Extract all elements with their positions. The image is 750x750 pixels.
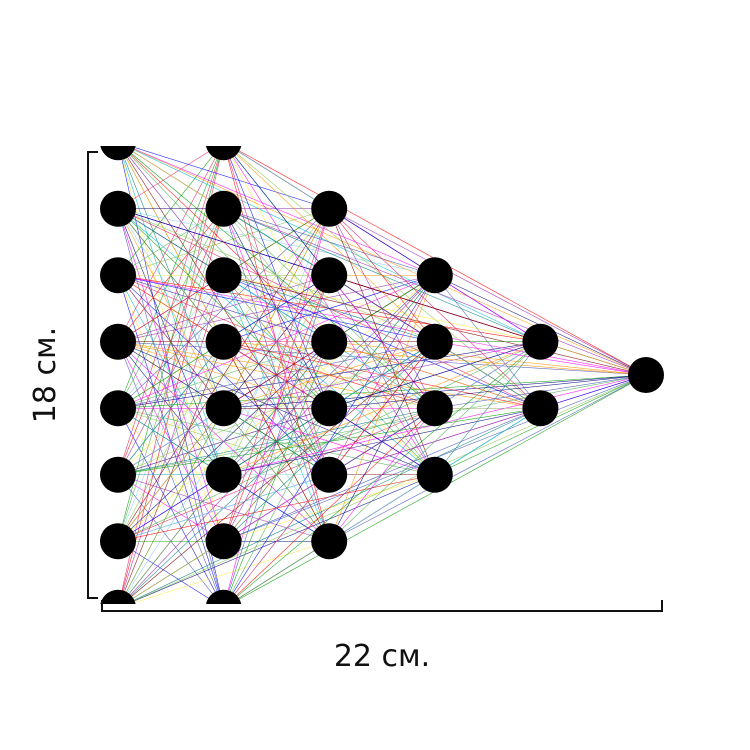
connection-line <box>434 341 541 409</box>
neuron-node <box>100 390 136 427</box>
connection-line <box>540 341 647 376</box>
connection-line <box>434 407 541 476</box>
neuron-node <box>205 390 242 427</box>
neuron-node <box>311 323 348 360</box>
neuron-node <box>205 589 242 604</box>
connection-line <box>128 540 330 604</box>
neuron-node <box>311 523 348 560</box>
neuron-node <box>522 390 559 427</box>
neuron-node <box>205 456 242 493</box>
neuron-node <box>416 257 453 294</box>
connection-line <box>540 374 647 409</box>
neuron-node <box>205 146 242 161</box>
height-dimension-bracket <box>87 151 98 599</box>
neuron-node <box>416 456 453 493</box>
neuron-node <box>628 357 664 393</box>
connection-lines <box>117 146 647 604</box>
connection-line <box>329 374 647 409</box>
neuron-node <box>311 390 348 427</box>
width-dimension-bracket <box>101 600 663 612</box>
connection-line <box>223 275 436 475</box>
neuron-node <box>100 456 136 493</box>
neuron-node <box>205 323 242 360</box>
connection-line <box>128 146 330 210</box>
connection-line <box>329 341 647 376</box>
connection-line <box>328 275 436 475</box>
height-dimension-label: 18 см. <box>28 327 63 423</box>
connection-line <box>329 208 647 376</box>
neuron-node <box>100 589 136 604</box>
neuron-node <box>522 323 559 360</box>
neuron-node <box>100 146 136 161</box>
connection-line <box>329 374 647 542</box>
connection-line <box>227 408 436 604</box>
connection-line <box>223 274 435 343</box>
neuron-node <box>205 257 242 294</box>
connection-line <box>434 274 541 343</box>
connection-line <box>328 408 436 542</box>
connection-line <box>225 275 436 604</box>
neuron-node <box>100 523 136 560</box>
neuron-node <box>100 323 136 360</box>
connection-line <box>223 208 435 276</box>
neuron-node <box>100 257 136 294</box>
neuron-node <box>205 523 242 560</box>
neuron-nodes <box>100 146 664 604</box>
neuron-node <box>416 390 453 427</box>
neuron-node <box>311 257 348 294</box>
connection-line <box>434 341 541 475</box>
neuron-node <box>311 456 348 493</box>
neuron-node <box>205 190 242 227</box>
neuron-node <box>416 323 453 360</box>
neuron-node <box>100 190 136 227</box>
width-dimension-label: 22 см. <box>334 639 430 674</box>
neuron-node <box>311 190 348 227</box>
